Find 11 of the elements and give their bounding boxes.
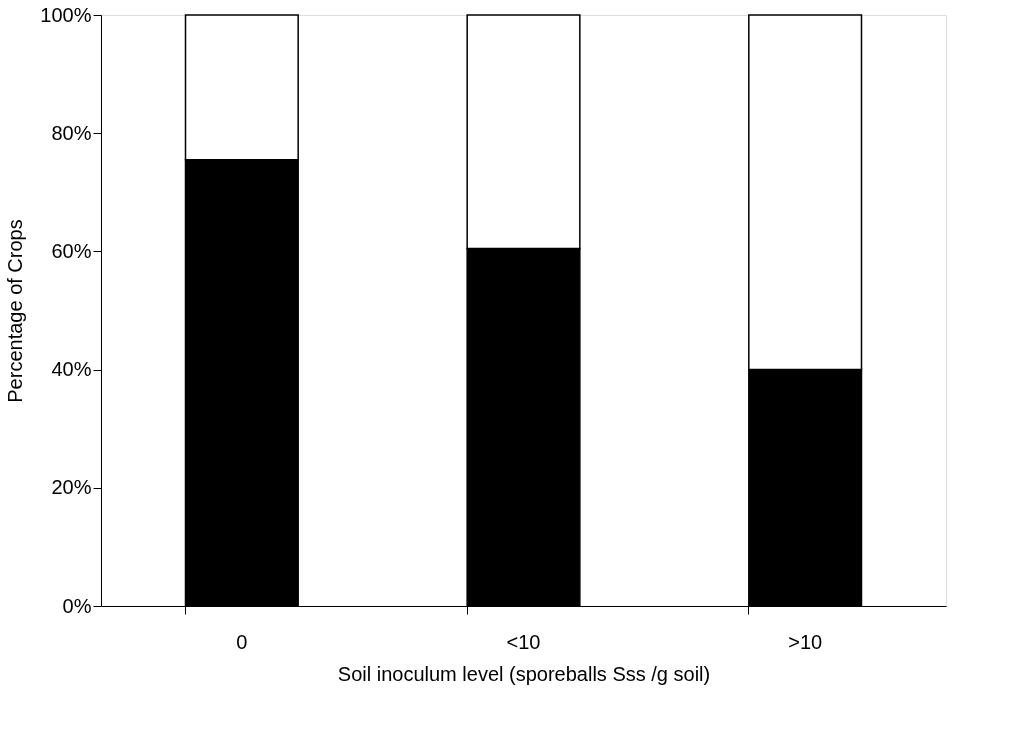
y-axis-title: Percentage of Crops [4,219,27,403]
y-tick-label: 40% [51,358,92,381]
y-tick-label: 60% [51,239,92,262]
x-tick-label: 0 [236,630,248,653]
x-tick-label: >10 [788,630,823,653]
y-tick-label: 0% [62,594,92,617]
x-axis-title: Soil inoculum level (sporeballs Sss /g soil) [337,662,711,685]
y-tick-label: 100% [40,3,92,26]
y-tick-label: 80% [51,121,92,144]
x-tick-label: <10 [506,630,541,653]
y-tick-label: 20% [51,476,92,499]
